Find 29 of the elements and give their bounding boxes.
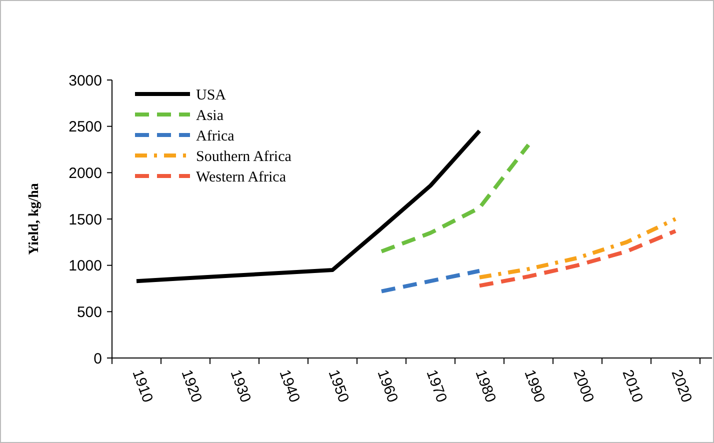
y-tick-label: 2500 (68, 118, 102, 136)
x-tick-label: 1910 (128, 368, 156, 405)
x-tick-label: 1950 (324, 368, 352, 405)
line-series (478, 229, 678, 288)
x-tick-label: 1990 (520, 368, 548, 405)
legend-label: Asia (196, 108, 224, 124)
x-tick-label: 1920 (178, 368, 206, 405)
y-axis-title: Yield, kg/ha (27, 183, 42, 255)
line-series (380, 142, 530, 254)
y-tick-label: 2000 (68, 164, 102, 182)
y-tick-label: 1000 (68, 258, 102, 275)
legend-label: USA (196, 87, 226, 104)
x-tick-label: 2010 (618, 368, 646, 405)
y-tick-label: 3000 (68, 72, 102, 90)
x-tick-label: 1960 (374, 368, 402, 405)
x-tick-label: 1980 (472, 368, 500, 405)
x-tick-label: 2020 (668, 368, 696, 405)
x-tick-label: 1930 (226, 368, 254, 405)
x-tick-label: 1970 (422, 368, 450, 405)
legend-label: Southern Africa (196, 148, 292, 165)
legend-label: Africa (196, 128, 235, 144)
y-tick-label: 500 (76, 304, 102, 321)
line-series (134, 128, 482, 284)
x-tick-label: 2000 (570, 368, 598, 405)
y-tick-label: 1500 (68, 211, 102, 228)
x-tick-label: 1940 (276, 368, 304, 405)
legend-label: Western Africa (196, 169, 286, 186)
y-tick-label: 0 (94, 350, 102, 368)
line-series (478, 217, 678, 280)
